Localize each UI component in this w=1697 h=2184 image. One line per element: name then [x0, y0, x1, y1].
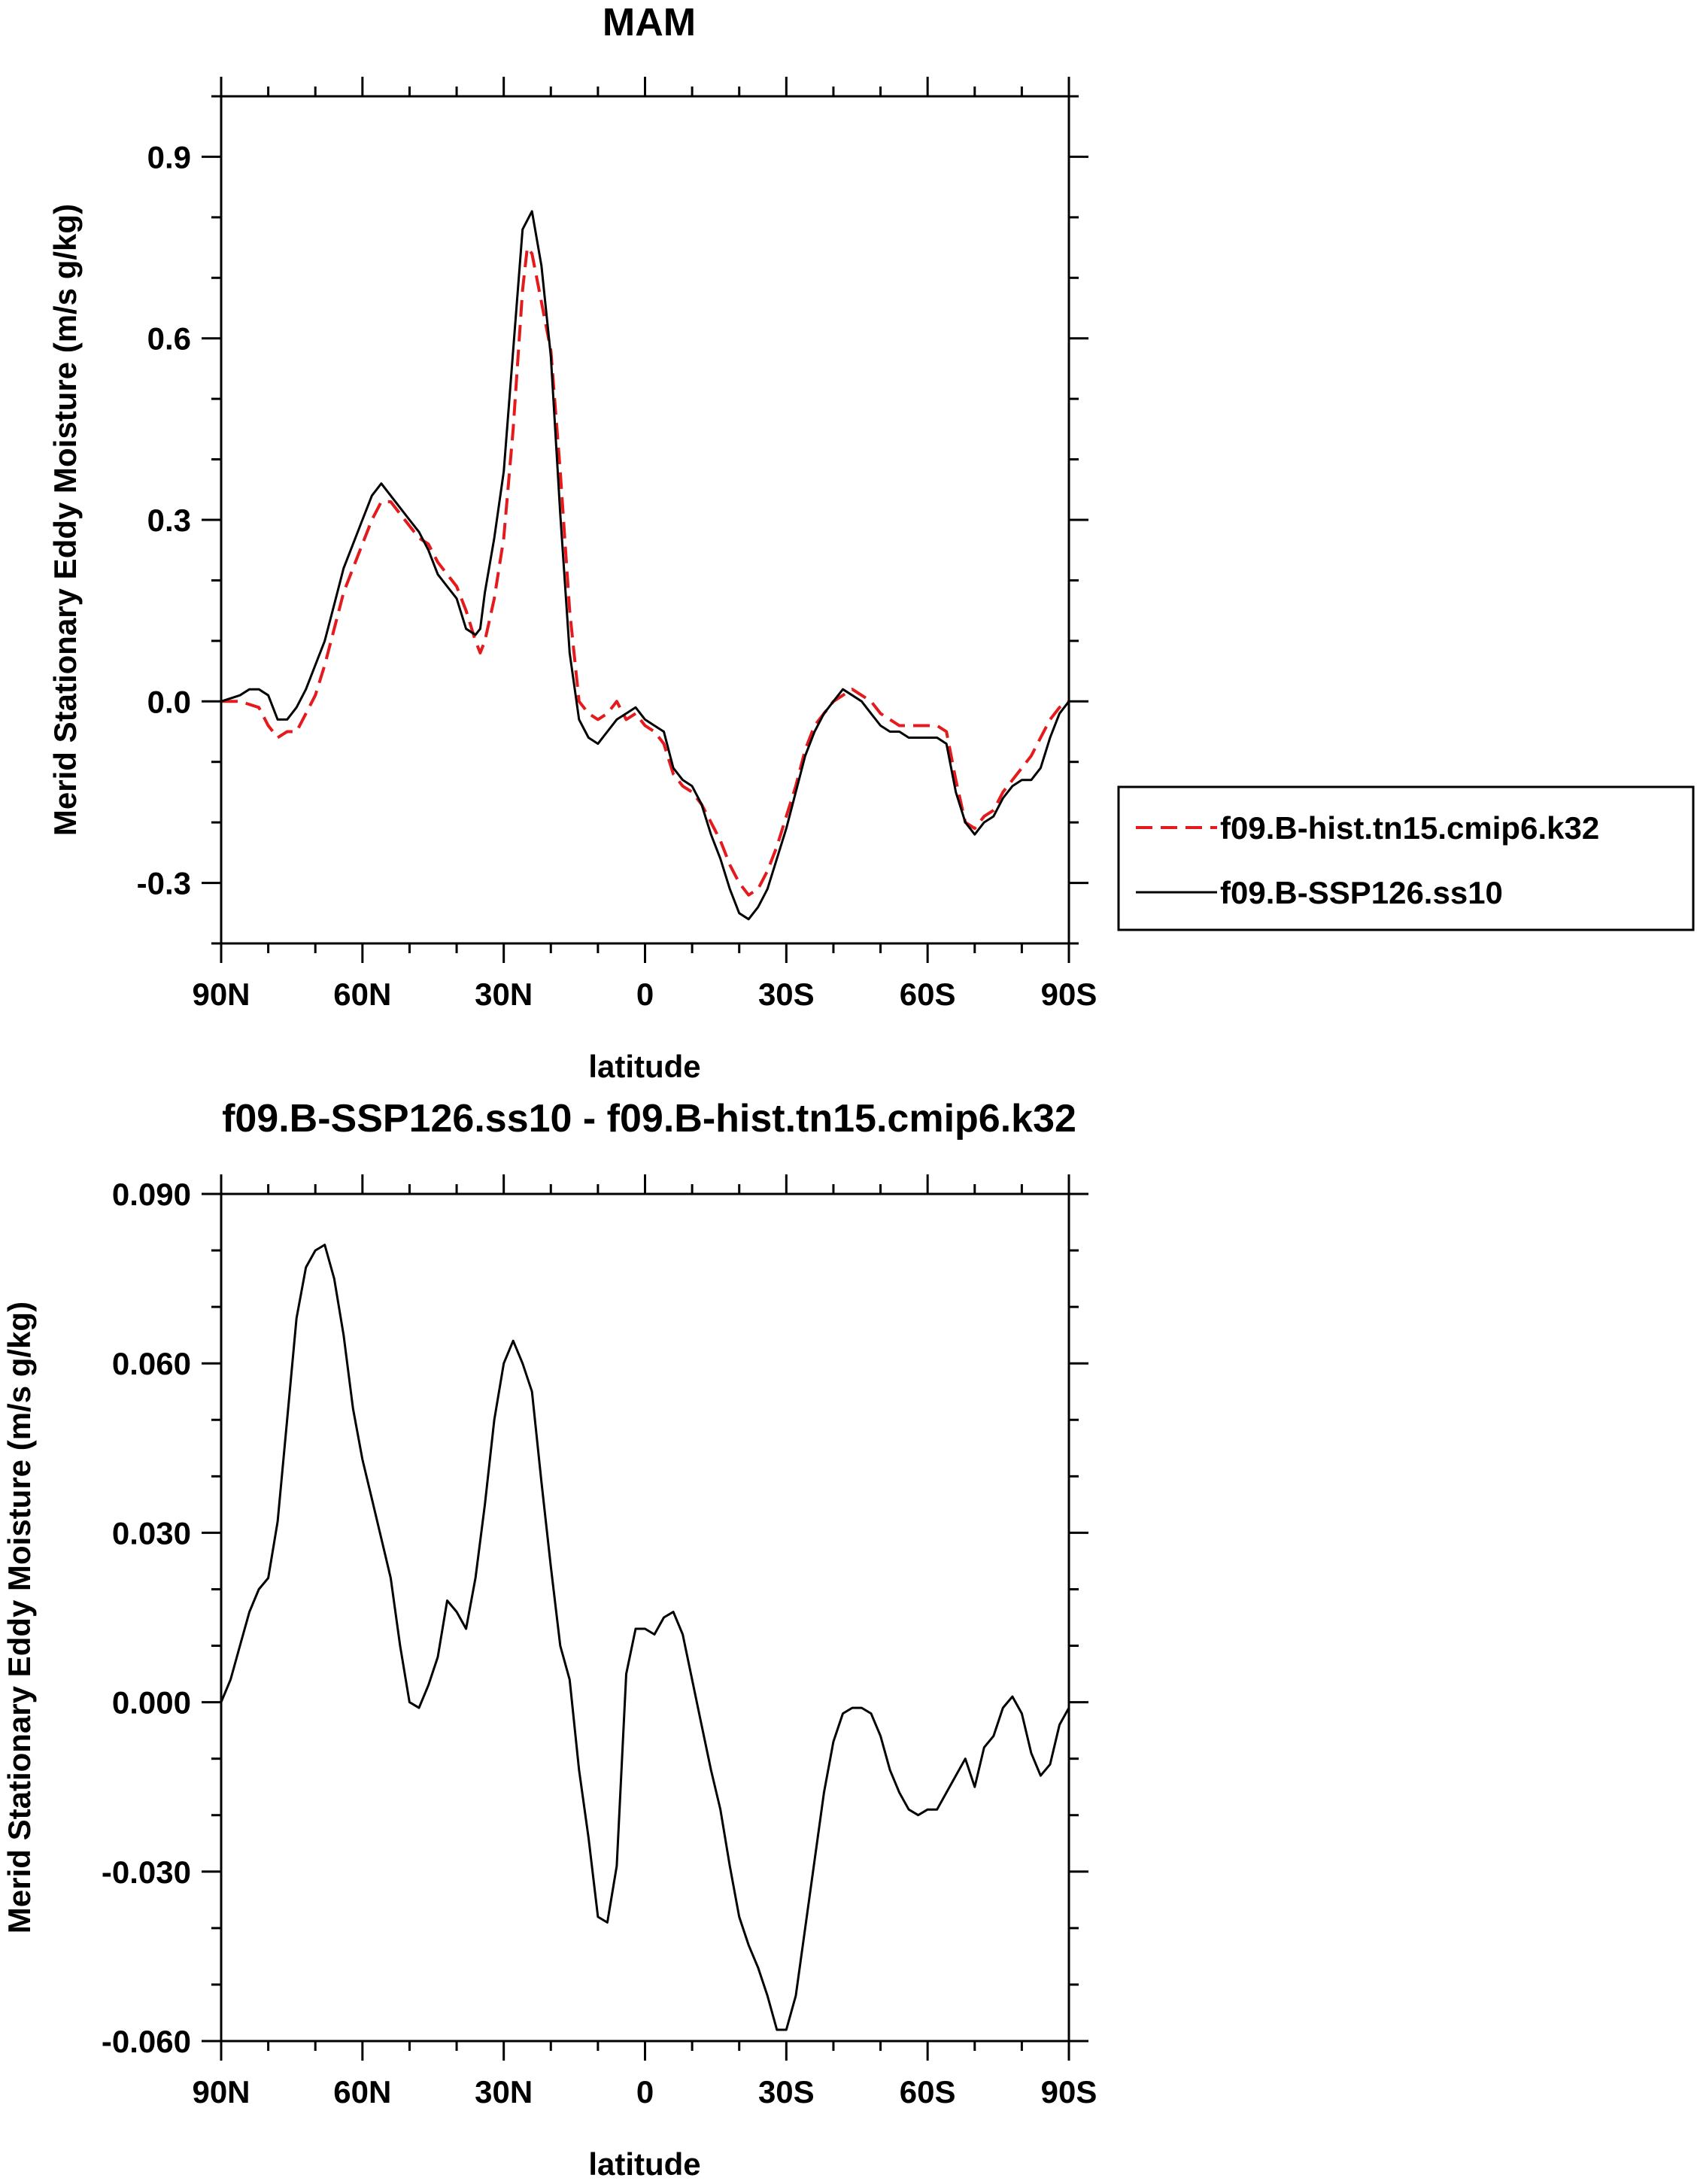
top-plot-frame [220, 95, 1070, 945]
top-chart-title: MAM [603, 1, 696, 44]
top-y-axis-label: Merid Stationary Eddy Moisture (m/s g/kg… [47, 204, 83, 836]
top-x-ticks: 90N 60N 30N 0 30S 60S 90S [192, 77, 1097, 1012]
top-series-line-2 [220, 210, 1070, 921]
top-x-tick-label: 90S [1041, 977, 1097, 1012]
bottom-y-tick-label: 0.030 [112, 1515, 191, 1551]
bottom-x-tick-label: 0 [636, 2074, 654, 2110]
bottom-x-tick-label: 30S [758, 2074, 815, 2110]
top-y-tick-label: 0.0 [147, 684, 191, 719]
bottom-x-tick-label: 90N [192, 2074, 250, 2110]
bottom-x-axis-label: latitude [588, 2146, 700, 2182]
top-y-ticks: -0.3 0.0 0.3 0.6 0.9 [137, 95, 1088, 945]
bottom-y-tick-label: 0.000 [112, 1685, 191, 1721]
bottom-panel: f09.B-SSP126.ss10 - f09.B-hist.tn15.cmip… [2, 1097, 1097, 2182]
bottom-plot-frame [220, 1192, 1070, 2043]
bottom-x-ticks: 90N 60N 30N 0 30S 60S 90S [192, 1174, 1097, 2110]
bottom-y-tick-label: 0.060 [112, 1346, 191, 1381]
top-x-tick-label: 30N [475, 977, 533, 1012]
top-y-tick-label: 0.3 [147, 503, 191, 538]
top-x-tick-label: 30S [758, 977, 815, 1012]
bottom-x-tick-label: 60N [333, 2074, 391, 2110]
top-x-tick-label: 90N [192, 977, 250, 1012]
top-y-tick-label: 0.6 [147, 321, 191, 357]
bottom-y-tick-label: -0.030 [102, 1854, 191, 1890]
bottom-series-group [220, 1244, 1070, 2031]
top-series-group [220, 210, 1070, 921]
bottom-chart-title: f09.B-SSP126.ss10 - f09.B-hist.tn15.cmip… [222, 1097, 1076, 1141]
top-series-line-1 [221, 246, 1070, 897]
legend: f09.B-hist.tn15.cmip6.k32 f09.B-SSP126.s… [1117, 785, 1695, 931]
top-x-tick-label: 60N [333, 977, 391, 1012]
bottom-x-tick-label: 90S [1041, 2074, 1097, 2110]
top-x-tick-label: 60S [900, 977, 956, 1012]
top-y-tick-label: 0.9 [147, 139, 191, 175]
bottom-y-ticks: -0.060 -0.030 0.000 0.030 0.060 0.090 [102, 1177, 1088, 2059]
top-x-axis-label: latitude [588, 1049, 700, 1084]
top-y-tick-label: -0.3 [137, 866, 191, 901]
top-panel: MAM -0.3 0.0 0.3 0.6 0.9 90N 60N 30N 0 30S 60S 90S… [47, 1, 1695, 1084]
legend-box [1117, 785, 1695, 931]
bottom-y-axis-label: Merid Stationary Eddy Moisture (m/s g/kg… [2, 1302, 37, 1933]
legend-label-hist: f09.B-hist.tn15.cmip6.k32 [1220, 810, 1599, 846]
bottom-x-tick-label: 30N [475, 2074, 533, 2110]
bottom-y-tick-label: 0.090 [112, 1177, 191, 1212]
legend-label-ssp126: f09.B-SSP126.ss10 [1220, 875, 1503, 910]
top-x-tick-label: 0 [636, 977, 654, 1012]
bottom-y-tick-label: -0.060 [102, 2024, 191, 2059]
bottom-series-line-1 [220, 1244, 1070, 2031]
bottom-x-tick-label: 60S [900, 2074, 956, 2110]
